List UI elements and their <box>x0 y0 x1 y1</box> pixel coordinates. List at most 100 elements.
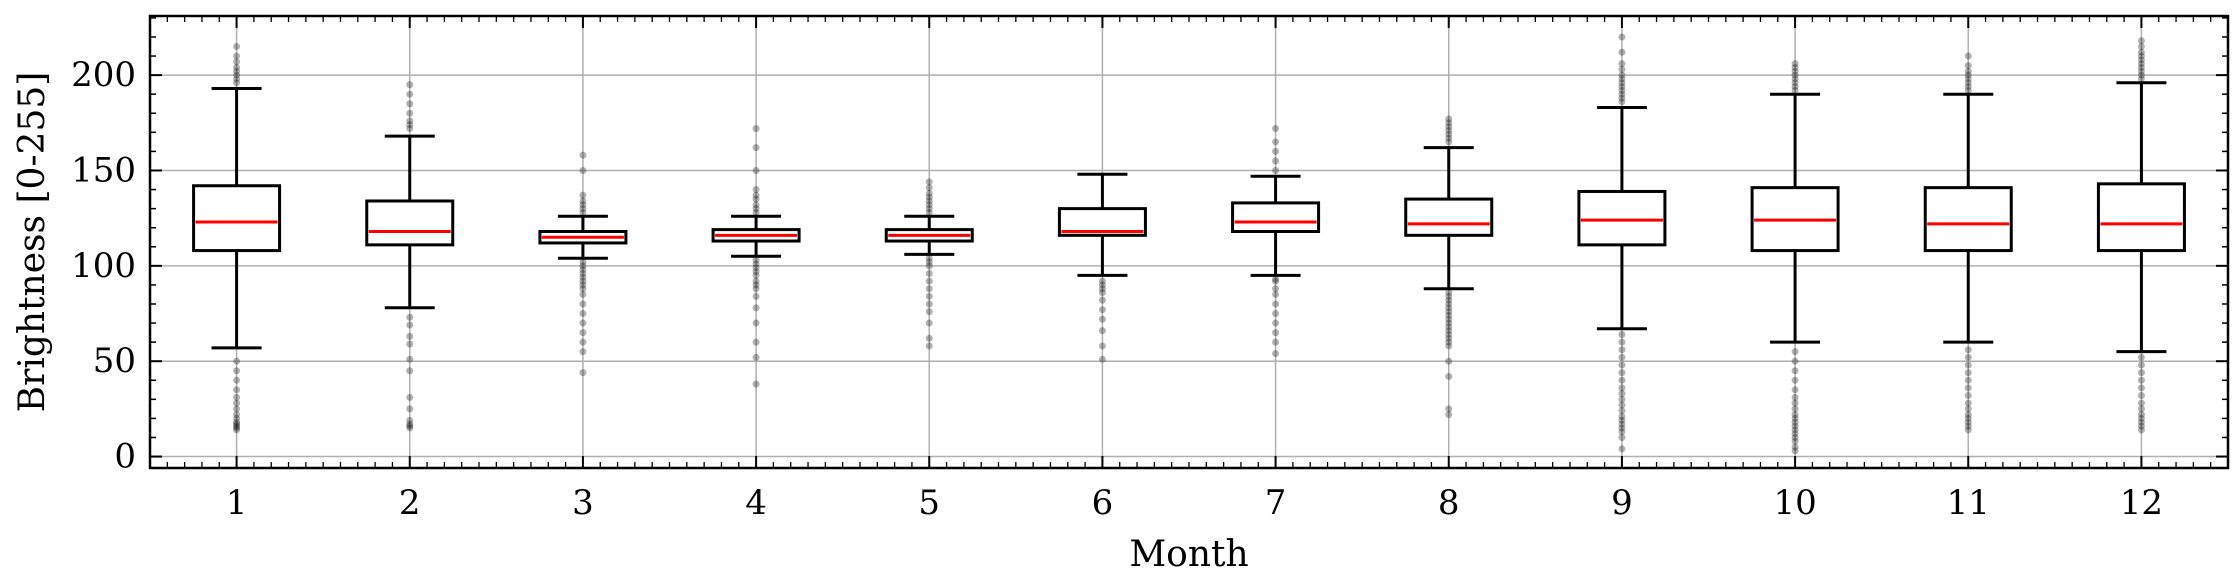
outlier-point <box>1445 300 1453 308</box>
outlier-point <box>1445 123 1453 131</box>
outlier-point <box>1618 71 1626 79</box>
outlier-point <box>925 193 933 201</box>
outlier-point <box>752 186 760 194</box>
outlier-point <box>579 348 587 356</box>
box-month-10 <box>1750 60 1840 455</box>
outlier-point <box>406 420 414 428</box>
outlier-point <box>1272 290 1280 298</box>
outlier-point <box>1618 79 1626 87</box>
outlier-point <box>1445 311 1453 319</box>
outlier-point <box>1445 126 1453 134</box>
box-month-2 <box>365 81 455 432</box>
boxes-layer <box>192 33 2186 455</box>
outlier-point <box>1098 289 1106 297</box>
outlier-point <box>752 260 760 268</box>
outlier-point <box>1964 426 1972 434</box>
y-tick-label: 0 <box>114 437 136 477</box>
outlier-point <box>579 338 587 346</box>
x-tick-label: 7 <box>1265 483 1287 523</box>
outlier-point <box>2137 414 2145 422</box>
outlier-point <box>1098 296 1106 304</box>
outlier-point <box>1272 125 1280 133</box>
outlier-point <box>406 416 414 424</box>
outlier-point <box>1618 390 1626 398</box>
outlier-point <box>2137 43 2145 51</box>
outlier-point <box>1964 392 1972 400</box>
outlier-point <box>752 144 760 152</box>
outlier-point <box>925 342 933 350</box>
outlier-point <box>1445 319 1453 327</box>
outlier-point <box>406 90 414 98</box>
outlier-point <box>1791 71 1799 79</box>
outlier-point <box>406 100 414 108</box>
outlier-point <box>2137 353 2145 361</box>
outlier-point <box>579 273 587 281</box>
outlier-point <box>233 67 241 75</box>
outlier-point <box>1964 75 1972 83</box>
outlier-point <box>406 117 414 125</box>
outlier-point <box>1272 138 1280 146</box>
outlier-point <box>2137 48 2145 56</box>
outlier-point <box>1098 277 1106 285</box>
outlier-point <box>1618 33 1626 41</box>
plot-frame <box>148 14 2230 470</box>
outlier-point <box>579 201 587 209</box>
outlier-point <box>752 285 760 293</box>
outlier-point <box>752 195 760 203</box>
box-month-3 <box>538 151 628 377</box>
outlier-point <box>406 125 414 133</box>
outlier-point <box>2137 37 2145 45</box>
outlier-point <box>925 300 933 308</box>
outlier-point <box>1618 407 1626 415</box>
outlier-point <box>2137 426 2145 434</box>
outlier-point <box>1791 393 1799 401</box>
outlier-point <box>1618 424 1626 432</box>
outlier-point <box>1098 315 1106 323</box>
outlier-point <box>1272 157 1280 165</box>
outlier-point <box>579 151 587 159</box>
outlier-point <box>1791 405 1799 413</box>
outlier-point <box>233 399 241 407</box>
outlier-point <box>1098 327 1106 335</box>
outlier-point <box>406 121 414 129</box>
outlier-point <box>233 79 241 87</box>
outlier-point <box>233 58 241 66</box>
x-tick-label: 3 <box>572 483 594 523</box>
x-tick-label: 12 <box>2120 483 2163 523</box>
outlier-point <box>1964 346 1972 354</box>
x-tick-label: 1 <box>226 483 248 523</box>
outlier-point <box>1445 315 1453 323</box>
outlier-point <box>752 264 760 272</box>
outlier-point <box>233 367 241 375</box>
outlier-point <box>925 262 933 270</box>
outlier-point <box>1791 430 1799 438</box>
outlier-point <box>406 405 414 413</box>
outlier-point <box>1272 275 1280 283</box>
outlier-point <box>1445 342 1453 350</box>
outlier-point <box>1791 86 1799 94</box>
iqr-box <box>192 184 282 253</box>
box-month-4 <box>711 125 801 388</box>
outlier-point <box>1791 357 1799 365</box>
outlier-point <box>1098 306 1106 314</box>
outlier-point <box>925 201 933 209</box>
outlier-point <box>1791 367 1799 375</box>
outlier-point <box>2137 52 2145 60</box>
outlier-point <box>233 414 241 422</box>
outlier-point <box>2137 418 2145 426</box>
outlier-point <box>1791 79 1799 87</box>
y-tick-label: 50 <box>93 341 136 381</box>
outlier-point <box>1445 138 1453 146</box>
outlier-point <box>752 338 760 346</box>
outlier-point <box>1964 384 1972 392</box>
outlier-point <box>579 191 587 199</box>
outlier-point <box>1445 296 1453 304</box>
outlier-point <box>1445 292 1453 300</box>
outlier-point <box>1272 166 1280 174</box>
outlier-point <box>1445 304 1453 312</box>
iqr-box <box>1577 189 1667 247</box>
outlier-point <box>925 184 933 192</box>
outlier-point <box>1791 411 1799 419</box>
outlier-point <box>1618 83 1626 91</box>
outlier-point <box>1791 399 1799 407</box>
